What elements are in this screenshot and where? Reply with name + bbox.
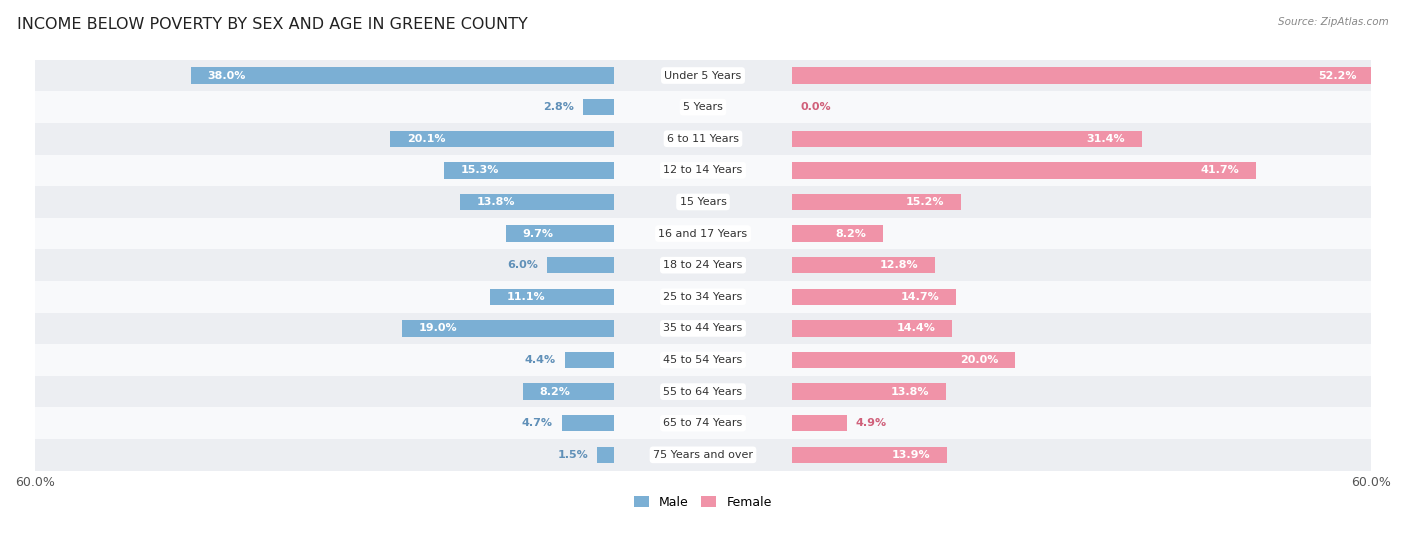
- Bar: [598, 447, 614, 463]
- Bar: [35, 249, 1371, 281]
- Text: 9.7%: 9.7%: [523, 229, 554, 239]
- Bar: [792, 162, 1257, 178]
- Text: 38.0%: 38.0%: [208, 70, 246, 80]
- Text: 12 to 14 Years: 12 to 14 Years: [664, 165, 742, 176]
- Text: 65 to 74 Years: 65 to 74 Years: [664, 418, 742, 428]
- Text: 4.9%: 4.9%: [855, 418, 887, 428]
- Bar: [35, 344, 1371, 376]
- Bar: [402, 320, 614, 337]
- Text: 5 Years: 5 Years: [683, 102, 723, 112]
- Text: 20.0%: 20.0%: [960, 355, 998, 365]
- Text: 0.0%: 0.0%: [801, 102, 831, 112]
- Bar: [792, 257, 935, 273]
- Text: 15.3%: 15.3%: [460, 165, 499, 176]
- Text: 75 Years and over: 75 Years and over: [652, 450, 754, 460]
- Text: 14.4%: 14.4%: [897, 324, 936, 333]
- Bar: [35, 408, 1371, 439]
- Text: 41.7%: 41.7%: [1201, 165, 1240, 176]
- Text: 6 to 11 Years: 6 to 11 Years: [666, 134, 740, 144]
- Text: 31.4%: 31.4%: [1087, 134, 1125, 144]
- Text: 14.7%: 14.7%: [900, 292, 939, 302]
- Text: 45 to 54 Years: 45 to 54 Years: [664, 355, 742, 365]
- Text: 20.1%: 20.1%: [406, 134, 446, 144]
- Text: 6.0%: 6.0%: [508, 260, 538, 270]
- Bar: [389, 130, 614, 147]
- Bar: [460, 194, 614, 210]
- Bar: [523, 383, 614, 400]
- Bar: [792, 194, 962, 210]
- Bar: [792, 67, 1374, 84]
- Bar: [35, 154, 1371, 186]
- Bar: [547, 257, 614, 273]
- Text: 13.9%: 13.9%: [891, 450, 931, 460]
- Text: 52.2%: 52.2%: [1317, 70, 1357, 80]
- Bar: [35, 60, 1371, 91]
- Text: 12.8%: 12.8%: [879, 260, 918, 270]
- Text: 35 to 44 Years: 35 to 44 Years: [664, 324, 742, 333]
- Bar: [792, 383, 946, 400]
- Bar: [792, 130, 1142, 147]
- Bar: [582, 99, 614, 115]
- Bar: [35, 218, 1371, 249]
- Text: 15 Years: 15 Years: [679, 197, 727, 207]
- Text: 4.7%: 4.7%: [522, 418, 553, 428]
- Bar: [792, 288, 956, 305]
- Bar: [35, 439, 1371, 471]
- Text: 4.4%: 4.4%: [524, 355, 555, 365]
- Bar: [35, 281, 1371, 312]
- Bar: [35, 91, 1371, 123]
- Bar: [792, 415, 846, 432]
- Text: 25 to 34 Years: 25 to 34 Years: [664, 292, 742, 302]
- Bar: [561, 415, 614, 432]
- Text: 11.1%: 11.1%: [508, 292, 546, 302]
- Bar: [792, 225, 883, 242]
- Text: 19.0%: 19.0%: [419, 324, 458, 333]
- Bar: [35, 186, 1371, 218]
- Text: 13.8%: 13.8%: [890, 387, 929, 397]
- Text: 16 and 17 Years: 16 and 17 Years: [658, 229, 748, 239]
- Bar: [565, 352, 614, 368]
- Text: Under 5 Years: Under 5 Years: [665, 70, 741, 80]
- Text: 8.2%: 8.2%: [540, 387, 571, 397]
- Bar: [792, 447, 946, 463]
- Bar: [443, 162, 614, 178]
- Bar: [191, 67, 614, 84]
- Text: 1.5%: 1.5%: [558, 450, 588, 460]
- Text: INCOME BELOW POVERTY BY SEX AND AGE IN GREENE COUNTY: INCOME BELOW POVERTY BY SEX AND AGE IN G…: [17, 17, 527, 32]
- Text: 2.8%: 2.8%: [543, 102, 574, 112]
- Bar: [491, 288, 614, 305]
- Text: Source: ZipAtlas.com: Source: ZipAtlas.com: [1278, 17, 1389, 27]
- Text: 13.8%: 13.8%: [477, 197, 516, 207]
- Legend: Male, Female: Male, Female: [630, 491, 776, 514]
- Text: 15.2%: 15.2%: [905, 197, 945, 207]
- Bar: [35, 123, 1371, 154]
- Bar: [35, 376, 1371, 408]
- Bar: [506, 225, 614, 242]
- Text: 8.2%: 8.2%: [835, 229, 866, 239]
- Bar: [792, 352, 1015, 368]
- Text: 55 to 64 Years: 55 to 64 Years: [664, 387, 742, 397]
- Bar: [35, 312, 1371, 344]
- Text: 18 to 24 Years: 18 to 24 Years: [664, 260, 742, 270]
- Bar: [792, 320, 952, 337]
